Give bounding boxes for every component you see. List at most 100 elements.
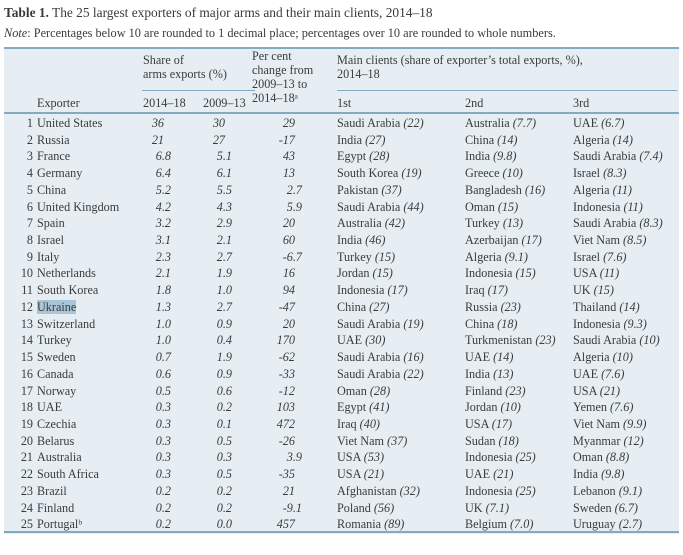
client-2-cell: UAE (21) xyxy=(465,467,514,482)
pct-change-cell: 43 xyxy=(282,149,295,164)
client-2-cell: Russia (23) xyxy=(465,299,521,314)
table-row: 20 Belarus 0.3 0.5 -26 Viet Nam (37) Sudan (18… xyxy=(5,433,678,450)
client-share-value: (21) xyxy=(599,383,621,398)
pct-change-cell: -47 xyxy=(278,299,295,314)
client-2-cell: Australia (7.7) xyxy=(465,116,537,130)
share-2009-13-cell: 30 xyxy=(212,116,225,130)
client-3-cell: Saudi Arabia (7.4) xyxy=(573,149,663,164)
client-1-cell: USA (21) xyxy=(337,467,385,482)
pct-change-cell: 29 xyxy=(282,116,295,130)
rank-cell: 24 xyxy=(20,500,33,515)
pct-change-cell: -33 xyxy=(278,366,295,381)
client-share-value: (44) xyxy=(403,199,424,214)
client-3-cell: Sweden (6.7) xyxy=(573,500,638,515)
client-2-cell: China (14) xyxy=(465,132,518,147)
client-2-cell: Turkey (13) xyxy=(465,216,524,231)
client-share-value: (21) xyxy=(493,467,514,482)
client-2-cell: USA (17) xyxy=(465,416,513,431)
exporter-cell: United Kingdom xyxy=(35,199,143,216)
exporter-name: Canada xyxy=(37,366,74,381)
pct-change-cell: 457 xyxy=(276,517,295,532)
rank-cell: 19 xyxy=(20,416,33,431)
table-note-text: : Percentages below 10 are rounded to 1 … xyxy=(27,26,556,40)
pct-change-cell: -35 xyxy=(278,467,295,482)
share-2014-18-cell: 0.2 xyxy=(155,500,171,515)
pct-change-cell: 20 xyxy=(282,316,295,331)
client-2nd-column-header: 2nd xyxy=(465,96,484,110)
client-share-value: (13) xyxy=(502,216,524,231)
pct-change-cell: -12 xyxy=(278,383,295,398)
client-3-cell: Algeria (10) xyxy=(573,350,633,365)
client-share-value: (56) xyxy=(373,500,395,515)
table-row: 14 Turkey 1.0 0.4 170 UAE (30) Turkmenistan (2… xyxy=(5,332,678,349)
rank-cell: 20 xyxy=(20,433,33,448)
exporter-cell: South Africa xyxy=(35,466,143,483)
clients-group-line1: Main clients (share of exporter’s total … xyxy=(337,53,583,67)
share-2014-18-cell: 3.1 xyxy=(155,233,171,248)
client-3-cell: UK (15) xyxy=(573,283,614,298)
client-3-cell: UAE (6.7) xyxy=(573,116,625,130)
table-row: 12 Ukraine 1.3 2.7 -47 China (27) Russia (23) T… xyxy=(5,299,678,316)
rank-cell: 22 xyxy=(20,467,33,482)
client-share-value: (25) xyxy=(515,483,536,498)
exporter-name: Switzerland xyxy=(37,316,96,331)
exporter-cell: Turkey xyxy=(35,332,143,349)
table-row: 1 United States 36 30 29 Saudi Arabia (22) Aus… xyxy=(5,115,678,132)
share-2014-18-cell: 0.2 xyxy=(155,483,171,498)
table-row: 16 Canada 0.6 0.9 -33 Saudi Arabia (22) India … xyxy=(5,366,678,383)
share-2009-13-cell: 1.9 xyxy=(216,266,232,281)
client-share-value: (41) xyxy=(369,400,390,415)
client-3-cell: Algeria (11) xyxy=(573,182,632,197)
share-2014-18-cell: 5.2 xyxy=(155,182,171,197)
client-3-cell: Indonesia (9.3) xyxy=(573,316,647,331)
client-3-cell: Oman (8.8) xyxy=(573,450,630,465)
client-share-value: (7.1) xyxy=(485,500,510,515)
pct-change-cell: 13 xyxy=(282,166,295,181)
pct-change-cell: 5.9 xyxy=(286,199,302,214)
table-title-text: The 25 largest exporters of major arms a… xyxy=(52,5,433,20)
exporter-cell: Switzerland xyxy=(35,316,143,333)
share-2009-13-cell: 0.9 xyxy=(216,316,232,331)
rank-cell: 18 xyxy=(20,400,33,415)
client-1-cell: UAE (30) xyxy=(337,333,386,348)
exporter-name: Turkey xyxy=(37,333,72,348)
share-2014-18-cell: 36 xyxy=(151,116,164,130)
pct-group-line3: 2009–13 to xyxy=(252,76,308,91)
client-3-cell: USA (11) xyxy=(573,266,620,281)
exporter-cell: Sweden xyxy=(35,349,143,366)
share-2014-18-cell: 1.8 xyxy=(155,283,171,298)
rank-cell: 21 xyxy=(20,450,33,465)
exporter-name: Finland xyxy=(37,500,75,515)
share-2014-18-cell: 0.5 xyxy=(155,383,171,398)
client-share-value: (27) xyxy=(369,299,390,314)
share-2009-13-cell: 2.9 xyxy=(216,216,232,231)
client-share-value: (13) xyxy=(493,366,514,381)
exporter-cell: Canada xyxy=(35,366,143,383)
share-2014-18-cell: 21 xyxy=(151,132,164,147)
client-share-value: (17) xyxy=(487,283,508,298)
client-share-value: (10) xyxy=(612,350,633,365)
client-2-cell: UAE (14) xyxy=(465,350,514,365)
client-share-value: (15) xyxy=(515,266,536,281)
share-2009-13-cell: 5.1 xyxy=(216,149,232,164)
rank-cell: 2 xyxy=(26,132,33,147)
client-share-value: (9.1) xyxy=(504,249,528,264)
client-3-cell: Algeria (14) xyxy=(573,132,633,147)
exporter-name: Portugalᵇ xyxy=(37,517,83,532)
exporter-name: France xyxy=(37,149,71,164)
table-row: 24 Finland 0.2 0.2 -9.1 Poland (56) UK (7.1) Sw… xyxy=(5,500,678,517)
table-row: 6 United Kingdom 4.2 4.3 5.9 Saudi Arabia (44… xyxy=(5,199,678,216)
client-share-value: (11) xyxy=(612,182,632,197)
exporter-cell: France xyxy=(35,148,143,165)
pct-change-group-header: Per cent change from 2009–13 to 2014–18ᵃ xyxy=(252,49,313,106)
client-share-value: (46) xyxy=(365,233,386,248)
exporter-name: Australia xyxy=(37,450,82,465)
header-bottom-rule xyxy=(4,112,679,114)
exporter-name: Italy xyxy=(37,249,60,264)
client-share-value: (28) xyxy=(369,383,391,398)
exporter-cell: Australia xyxy=(35,449,143,466)
client-share-value: (23) xyxy=(535,333,556,348)
exporter-name-highlighted: Ukraine xyxy=(37,299,77,314)
exporter-cell: Brazil xyxy=(35,483,143,500)
